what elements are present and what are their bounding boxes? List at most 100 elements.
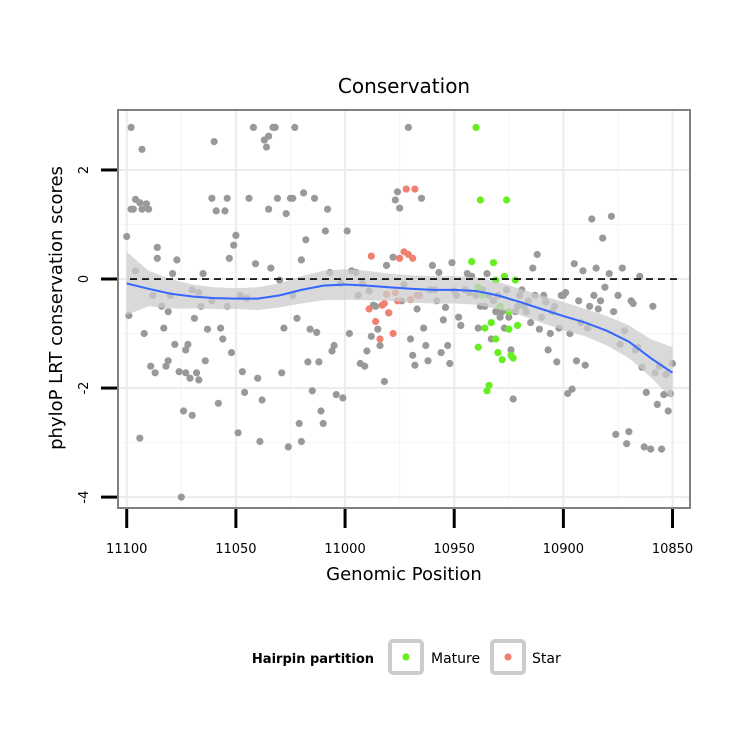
data-point-other (372, 302, 380, 310)
data-point-other (404, 123, 412, 131)
data-point-other (376, 341, 384, 350)
data-point-other (343, 227, 351, 235)
data-point-other (136, 434, 144, 442)
data-point-other (546, 329, 554, 338)
data-point-other (129, 205, 137, 213)
data-point-other (160, 324, 168, 332)
data-point-star (396, 254, 404, 262)
data-point-other (262, 143, 271, 151)
data-point-other (527, 319, 535, 327)
data-point-mature (494, 349, 502, 357)
data-point-other (230, 241, 238, 249)
data-point-other (321, 227, 329, 235)
data-point-other (664, 407, 672, 415)
data-point-other (319, 419, 327, 428)
data-point-other (221, 207, 229, 215)
data-point-other (251, 260, 260, 268)
legend-swatch-mature (402, 653, 410, 661)
data-point-other (182, 369, 190, 377)
data-point-other (417, 194, 426, 202)
data-point-star (385, 309, 393, 317)
data-point-other (308, 387, 316, 395)
data-point-other (297, 437, 305, 446)
data-point-other (562, 289, 570, 297)
data-point-other (267, 264, 275, 272)
data-point-other (380, 377, 388, 386)
data-point-other (420, 324, 428, 332)
data-point-other (588, 215, 596, 223)
data-point-other (361, 362, 369, 370)
y-tick-label: 2 (77, 166, 92, 174)
data-point-other (232, 231, 240, 239)
data-point-other (610, 308, 618, 316)
data-point-other (339, 394, 347, 402)
legend-swatch-star (504, 653, 512, 661)
data-point-other (581, 361, 589, 369)
data-point-other (444, 341, 452, 350)
data-point-other (138, 145, 146, 153)
data-point-other (437, 349, 445, 357)
data-point-other (535, 325, 544, 333)
panel-background (117, 109, 691, 509)
data-point-other (393, 188, 402, 196)
data-point-other (457, 321, 465, 329)
data-point-other (186, 374, 194, 382)
data-point-other (201, 357, 209, 365)
data-point-mature (487, 319, 495, 327)
data-point-other (195, 376, 203, 384)
data-point-other (245, 194, 253, 202)
data-point-other (136, 199, 144, 207)
data-point-other (640, 443, 648, 451)
data-point-mature (468, 258, 476, 266)
data-point-other (234, 429, 242, 437)
data-point-other (496, 313, 504, 321)
data-point-other (169, 270, 177, 278)
data-point-other (629, 299, 637, 308)
data-point-other (625, 428, 633, 436)
data-point-other (374, 325, 382, 333)
data-point-other (406, 335, 415, 343)
data-point-other (284, 443, 292, 451)
data-point-other (297, 256, 305, 264)
data-point-other (182, 346, 190, 354)
data-point-other (265, 132, 273, 140)
data-point-star (411, 185, 419, 193)
data-point-other (492, 308, 500, 316)
legend-label-mature: Mature (431, 651, 480, 667)
data-point-other (127, 123, 135, 131)
data-point-other (623, 440, 631, 448)
data-point-mature (500, 272, 508, 280)
data-point-other (507, 346, 515, 354)
data-point-other (193, 369, 201, 377)
data-point-star (409, 254, 417, 262)
data-point-star (380, 299, 388, 308)
data-point-other (439, 316, 447, 324)
data-point-other (151, 369, 159, 377)
data-point-other (300, 189, 308, 197)
data-point-other (594, 305, 602, 313)
data-point-other (612, 430, 620, 438)
x-tick-label: 10850 (652, 542, 693, 557)
data-point-other (164, 308, 172, 316)
data-point-other (411, 361, 419, 369)
data-point-other (596, 297, 605, 305)
data-point-other (564, 389, 572, 398)
data-point-other (123, 232, 131, 241)
data-point-other (177, 493, 185, 501)
data-point-other (282, 210, 290, 218)
data-point-other (295, 419, 303, 428)
data-point-other (647, 445, 655, 453)
data-point-other (553, 358, 561, 366)
data-point-other (607, 212, 616, 220)
data-point-other (317, 407, 325, 415)
data-point-other (474, 324, 482, 332)
data-point-other (310, 194, 319, 202)
data-point-other (649, 302, 657, 310)
data-point-other (315, 358, 323, 366)
data-point-mature (498, 356, 506, 364)
x-tick-label: 10900 (543, 542, 584, 557)
data-point-other (278, 369, 286, 377)
data-point-other (302, 236, 310, 244)
data-point-other (505, 313, 513, 321)
x-tick-label: 11050 (215, 542, 256, 557)
